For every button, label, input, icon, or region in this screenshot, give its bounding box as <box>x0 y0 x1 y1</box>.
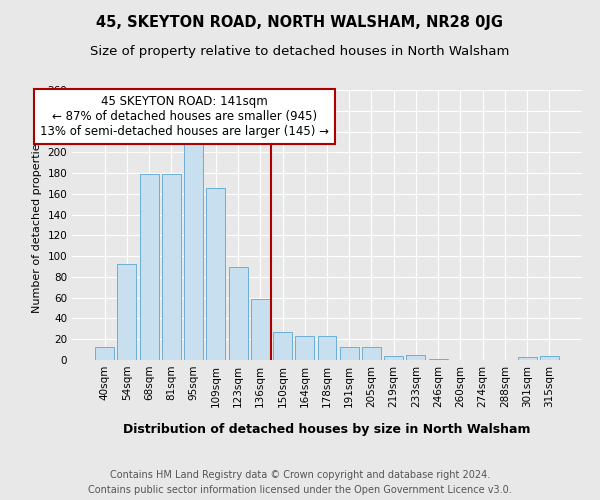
Bar <box>362 346 381 360</box>
Text: Contains HM Land Registry data © Crown copyright and database right 2024.: Contains HM Land Registry data © Crown c… <box>110 470 490 480</box>
Bar <box>251 298 270 360</box>
Bar <box>273 332 292 360</box>
Bar <box>229 266 248 360</box>
Bar <box>118 264 136 360</box>
Bar <box>384 356 403 360</box>
Text: Contains public sector information licensed under the Open Government Licence v3: Contains public sector information licen… <box>88 485 512 495</box>
Bar <box>140 174 158 360</box>
Bar <box>317 336 337 360</box>
Bar <box>540 356 559 360</box>
Bar <box>162 174 181 360</box>
Bar <box>184 142 203 360</box>
Bar <box>518 357 536 360</box>
Bar <box>406 355 425 360</box>
Text: Distribution of detached houses by size in North Walsham: Distribution of detached houses by size … <box>123 422 531 436</box>
Bar <box>95 346 114 360</box>
Bar <box>340 346 359 360</box>
Y-axis label: Number of detached properties: Number of detached properties <box>32 138 42 312</box>
Text: 45 SKEYTON ROAD: 141sqm
← 87% of detached houses are smaller (945)
13% of semi-d: 45 SKEYTON ROAD: 141sqm ← 87% of detache… <box>40 95 329 138</box>
Text: 45, SKEYTON ROAD, NORTH WALSHAM, NR28 0JG: 45, SKEYTON ROAD, NORTH WALSHAM, NR28 0J… <box>97 15 503 30</box>
Text: Size of property relative to detached houses in North Walsham: Size of property relative to detached ho… <box>91 45 509 58</box>
Bar <box>206 188 225 360</box>
Bar <box>429 359 448 360</box>
Bar <box>295 336 314 360</box>
